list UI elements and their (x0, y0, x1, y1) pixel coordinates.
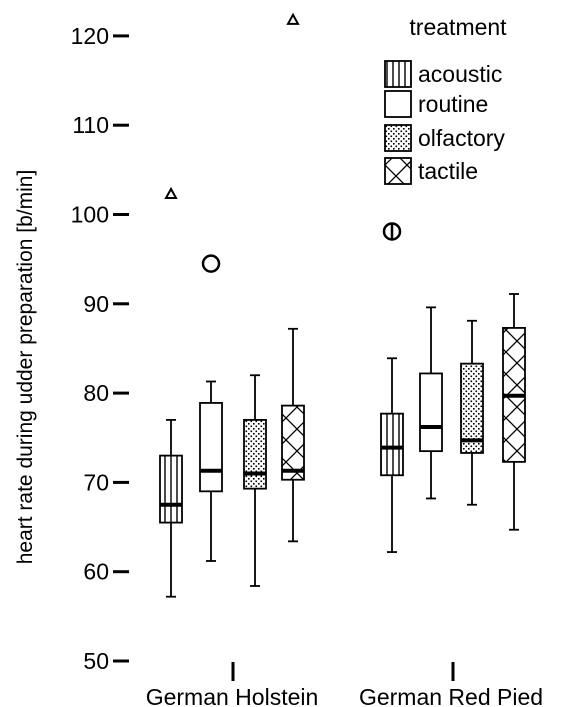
box-acoustic-1 (380, 222, 404, 553)
box-routine-0 (199, 254, 223, 562)
legend: treatment acoustic routine olfactory tactile (384, 14, 507, 185)
legend-label-tactile: tactile (418, 158, 478, 184)
y-tick-label-100: 100 (71, 202, 109, 228)
y-tick-label-50: 50 (83, 648, 109, 674)
box-tactile-1 (502, 293, 526, 531)
legend-swatch-tactile (384, 157, 412, 185)
y-axis: 50 60 70 80 90 100 110 120 (71, 23, 129, 674)
legend-label-olfactory: olfactory (418, 125, 505, 151)
y-tick-label-120: 120 (71, 23, 109, 49)
legend-label-acoustic: acoustic (418, 61, 502, 87)
y-tick-label-70: 70 (83, 469, 109, 495)
box-acoustic-1-iqr-box (380, 412, 404, 477)
legend-title: treatment (409, 14, 507, 40)
x-axis: German Holstein German Red Pied (146, 662, 543, 707)
legend-label-routine: routine (418, 91, 488, 117)
legend-swatch-acoustic (384, 60, 412, 88)
x-category-label-0: German Holstein (146, 684, 319, 707)
box-routine-1 (419, 306, 443, 500)
legend-swatch-routine (384, 90, 412, 118)
box-plots (159, 12, 526, 598)
box-tactile-0 (281, 12, 305, 543)
box-acoustic-0-iqr-box (159, 454, 183, 524)
y-tick-label-80: 80 (83, 380, 109, 406)
box-routine-0-outlier-0-circle-marker (201, 254, 221, 273)
y-axis-label: heart rate during udder preparation [b/m… (14, 170, 37, 565)
box-tactile-0-outlier-0-triangle-marker (286, 12, 300, 25)
box-routine-0-iqr-box (199, 402, 223, 493)
box-olfactory-1 (460, 319, 484, 506)
box-acoustic-0 (159, 186, 183, 598)
box-olfactory-1-iqr-box (460, 362, 484, 454)
legend-swatch-olfactory (384, 124, 412, 152)
x-category-label-1: German Red Pied (359, 684, 543, 707)
box-olfactory-0-iqr-box (243, 418, 267, 490)
box-routine-1-iqr-box (419, 372, 443, 453)
y-tick-label-110: 110 (72, 112, 109, 138)
y-tick-label-60: 60 (83, 559, 109, 585)
y-tick-label-90: 90 (83, 291, 109, 317)
box-tactile-0-iqr-box (281, 404, 305, 481)
box-acoustic-0-outlier-0-triangle-marker (164, 186, 178, 199)
box-olfactory-0 (243, 374, 267, 587)
